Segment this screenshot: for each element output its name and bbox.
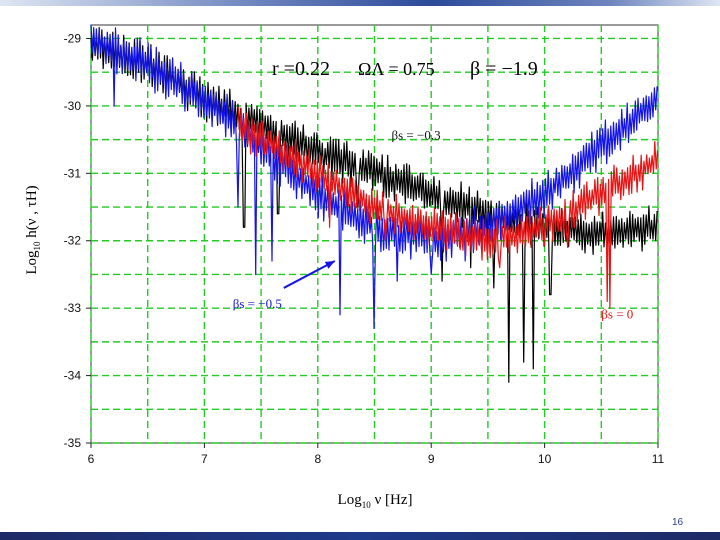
x-tick-label: 8 [314, 452, 321, 466]
y-tick-label: -33 [64, 301, 82, 315]
y-tick-label: -34 [64, 369, 82, 383]
y-axis-label-rest: h(ν , τH) [24, 185, 40, 241]
y-axis-label-sub: 10 [32, 241, 42, 251]
y-axis-label: Log10 h(ν , τH) [24, 185, 42, 274]
header-bar [0, 0, 720, 6]
x-tick-label: 11 [652, 452, 665, 466]
arrow-head [324, 260, 335, 269]
chart-title-beta: β = −1.9 [470, 58, 538, 80]
chart-title-omega: ΩΛ = 0.75 [358, 59, 435, 79]
label-beta-s-minus-0.5: βs = −0.5 [233, 296, 282, 311]
x-axis-label-sub: 10 [362, 500, 372, 510]
arrow-line [283, 260, 336, 289]
label-beta-s-minus-0.3: βs = −0.3 [392, 128, 441, 143]
x-axis-label-rest: ν [Hz] [371, 492, 413, 508]
series-layer [90, 24, 659, 383]
x-tick-label: 10 [538, 452, 552, 466]
label-beta-s-0: βs = 0 [601, 306, 633, 321]
annotations: βs = −0.3 βs = −0.5 βs = 0 [233, 128, 634, 322]
y-tick-label: -35 [64, 436, 82, 450]
y-axis-label-main: Log [24, 250, 40, 275]
x-tick-label: 7 [201, 452, 208, 466]
x-tick-label: 9 [428, 452, 435, 466]
series-line [90, 24, 658, 329]
series-line [237, 106, 659, 309]
ticks: 6 7 8 9 10 11 -29 -30 -31 -32 -33 -34 -35 [64, 31, 665, 466]
page-number: 16 [672, 517, 684, 528]
y-tick-label: -30 [64, 99, 82, 113]
x-tick-label: 6 [88, 452, 95, 466]
y-tick-label: -31 [64, 166, 82, 180]
footer-bar [0, 532, 720, 540]
y-tick-label: -29 [64, 31, 82, 45]
y-tick-label: -32 [64, 234, 82, 248]
x-axis-label: Log10 ν [Hz] [338, 492, 413, 510]
chart-title-r: r =0.22 [272, 58, 330, 80]
x-axis-label-main: Log [338, 492, 363, 508]
